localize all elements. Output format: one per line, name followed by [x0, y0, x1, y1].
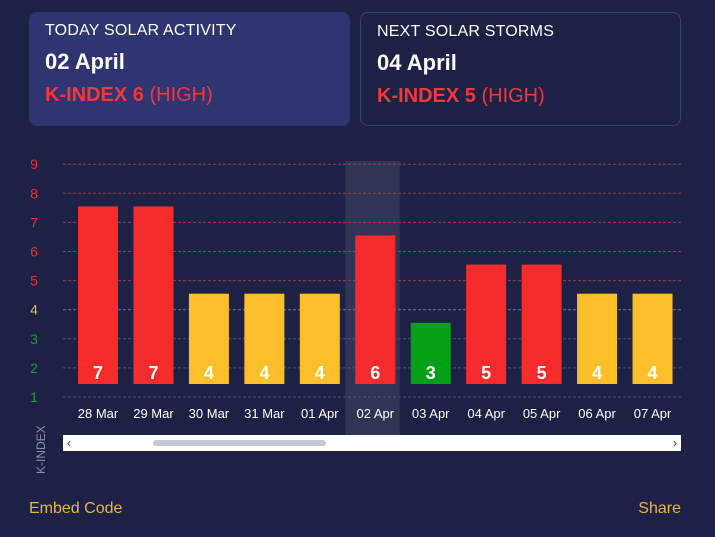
next-date: 04 April: [377, 50, 457, 75]
next-storms-card: NEXT SOLAR STORMS 04 April K-INDEX 5 (HI…: [360, 12, 681, 126]
bar-value-label: 4: [648, 363, 658, 383]
x-tick-label: 07 Apr: [634, 406, 672, 421]
next-kindex-value: K-INDEX 5: [377, 85, 476, 107]
today-activity-card: TODAY SOLAR ACTIVITY 02 April K-INDEX 6 …: [29, 12, 350, 126]
bar: [577, 293, 618, 384]
bar: [355, 235, 396, 384]
y-tick-label: 9: [30, 156, 38, 172]
bar-value-label: 4: [592, 363, 602, 383]
y-tick-label: 3: [30, 331, 38, 347]
y-axis-label: K-INDEX: [34, 425, 48, 474]
bar: [632, 293, 673, 384]
x-tick-label: 05 Apr: [523, 406, 561, 421]
embed-code-link[interactable]: Embed Code: [29, 500, 123, 517]
next-label: NEXT SOLAR STORMS: [377, 23, 555, 40]
bar: [133, 206, 174, 384]
today-kindex-level: (HIGH): [149, 84, 213, 106]
bar: [188, 293, 229, 384]
share-link[interactable]: Share: [638, 500, 681, 517]
scrollbar-thumb[interactable]: [153, 440, 326, 446]
bar: [299, 293, 340, 384]
bar-value-label: 4: [315, 363, 325, 383]
chart-scrollbar[interactable]: ‹ ›: [63, 435, 681, 451]
x-tick-label: 28 Mar: [78, 406, 119, 421]
bar-value-label: 7: [93, 363, 103, 383]
bar-value-label: 4: [204, 363, 214, 383]
x-tick-label: 04 Apr: [467, 406, 505, 421]
next-kindex: K-INDEX 5 (HIGH): [377, 85, 664, 108]
bar: [244, 293, 285, 384]
today-label: TODAY SOLAR ACTIVITY: [45, 22, 237, 39]
bar: [521, 264, 562, 384]
bar-value-label: 3: [426, 363, 436, 383]
x-tick-label: 06 Apr: [578, 406, 616, 421]
bar: [78, 206, 118, 384]
bar: [410, 322, 451, 384]
bar-value-label: 4: [259, 363, 269, 383]
bar-value-label: 7: [148, 363, 158, 383]
today-kindex-value: K-INDEX 6: [45, 84, 144, 106]
y-tick-label: 7: [30, 214, 38, 230]
x-tick-label: 30 Mar: [189, 406, 230, 421]
next-kindex-level: (HIGH): [481, 85, 545, 107]
bar-value-label: 5: [537, 363, 547, 383]
y-tick-label: 4: [30, 302, 38, 318]
y-tick-label: 2: [30, 360, 38, 376]
scroll-left-icon[interactable]: ‹: [67, 436, 71, 450]
scroll-right-icon[interactable]: ›: [673, 436, 677, 450]
kindex-chart-svg: 1 2 3 4 5 6 7 8 9 7 28 Mar 7 29 Mar 4 30 Mar 4 31 Mar 4 01…: [30, 156, 681, 435]
y-tick-label: 6: [30, 244, 38, 260]
y-tick-label: 5: [30, 273, 38, 289]
bar: [466, 264, 507, 384]
x-tick-label: 03 Apr: [412, 406, 450, 421]
bar-value-label: 6: [370, 363, 380, 383]
y-tick-label: 1: [30, 389, 38, 405]
y-tick-label: 8: [30, 185, 38, 201]
x-tick-label: 29 Mar: [133, 406, 174, 421]
x-tick-label: 02 Apr: [356, 406, 394, 421]
bar-value-label: 5: [481, 363, 491, 383]
x-tick-label: 01 Apr: [301, 406, 339, 421]
today-date: 02 April: [45, 49, 125, 74]
x-tick-label: 31 Mar: [244, 406, 285, 421]
kindex-chart: 1 2 3 4 5 6 7 8 9 7 28 Mar 7 29 Mar 4 30 Mar 4 31 Mar 4 01…: [0, 150, 715, 470]
today-kindex: K-INDEX 6 (HIGH): [45, 84, 334, 107]
